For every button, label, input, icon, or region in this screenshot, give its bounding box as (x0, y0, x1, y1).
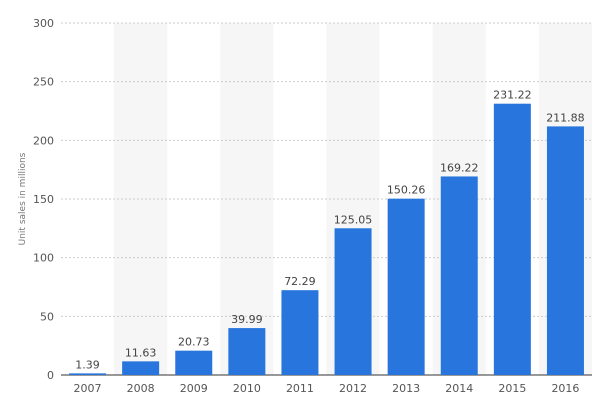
bar (175, 350, 213, 375)
bar (281, 290, 319, 375)
y-tick-label: 150 (33, 193, 54, 206)
x-tick-label: 2008 (127, 382, 155, 395)
value-label: 211.88 (546, 111, 585, 124)
gridlines (61, 22, 592, 376)
bar (69, 373, 107, 375)
value-label: 72.29 (284, 275, 316, 288)
y-tick-label: 300 (33, 17, 54, 30)
value-label: 20.73 (178, 336, 210, 349)
x-tick-label: 2009 (180, 382, 208, 395)
y-tick-label: 200 (33, 134, 54, 147)
bar (228, 328, 266, 375)
value-label: 39.99 (231, 313, 263, 326)
bar (546, 126, 584, 375)
value-label: 231.22 (493, 89, 532, 102)
bar (440, 176, 478, 375)
bar (334, 228, 372, 375)
bars (69, 103, 584, 375)
bar (122, 361, 160, 375)
value-label: 169.22 (440, 161, 479, 174)
value-labels: 1.39 11.63 20.73 39.99 72.29 125.05 150.26 169.… (75, 89, 584, 372)
value-label: 1.39 (75, 358, 100, 371)
x-tick-label: 2013 (392, 382, 420, 395)
value-label: 11.63 (125, 346, 157, 359)
bar (387, 198, 425, 375)
y-tick-label: 0 (47, 369, 54, 382)
x-axis-ticks: 2007 2008 2009 2010 2011 2012 2013 2014 2015 2016 (74, 382, 580, 395)
x-tick-label: 2016 (551, 382, 579, 395)
x-tick-label: 2010 (233, 382, 261, 395)
x-tick-label: 2007 (74, 382, 102, 395)
y-tick-label: 250 (33, 76, 54, 89)
x-tick-label: 2015 (498, 382, 526, 395)
value-label: 150.26 (387, 184, 426, 197)
value-label: 125.05 (334, 213, 373, 226)
y-axis-ticks: 0 50 100 150 200 250 300 (33, 17, 54, 382)
y-axis-title: Unit sales in millions (18, 152, 28, 245)
x-tick-label: 2011 (286, 382, 314, 395)
x-tick-label: 2014 (445, 382, 473, 395)
y-tick-label: 50 (40, 310, 54, 323)
bar (493, 103, 531, 375)
y-tick-label: 100 (33, 252, 54, 265)
x-tick-label: 2012 (339, 382, 367, 395)
